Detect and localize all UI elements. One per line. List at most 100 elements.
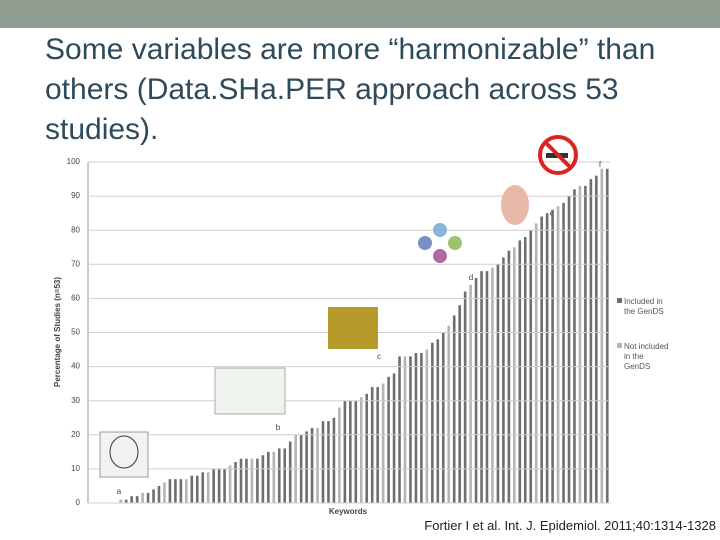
bar	[283, 448, 287, 503]
bar	[485, 271, 489, 503]
y-tick-label: 40	[71, 362, 80, 371]
bar	[589, 179, 593, 504]
bar	[540, 216, 543, 503]
bar	[376, 387, 379, 503]
illustration	[433, 223, 447, 237]
bar	[316, 427, 319, 503]
y-tick-label: 70	[71, 259, 80, 268]
illustration	[109, 435, 139, 469]
annotation: a	[117, 487, 122, 496]
bar	[327, 421, 330, 503]
bar	[332, 417, 336, 503]
bar	[381, 383, 385, 503]
bar	[305, 431, 308, 503]
y-tick-label: 20	[71, 430, 80, 439]
bar	[507, 250, 511, 503]
bar	[195, 475, 199, 503]
legend-swatch	[617, 298, 622, 303]
bar	[420, 352, 423, 503]
bar	[239, 458, 243, 503]
illustration	[501, 185, 529, 225]
y-tick-label: 0	[76, 498, 81, 507]
bar	[392, 373, 396, 503]
y-tick-label: 60	[71, 294, 80, 303]
bar	[288, 441, 292, 503]
bar	[261, 455, 265, 503]
bar	[534, 223, 538, 503]
bar	[523, 237, 527, 503]
top-bar	[0, 0, 720, 28]
y-tick-label: 100	[67, 157, 81, 166]
bar	[545, 213, 549, 503]
bar	[595, 175, 598, 503]
bar	[573, 189, 576, 503]
bar	[277, 448, 281, 503]
bar	[387, 376, 390, 503]
no-smoking-icon	[543, 140, 573, 170]
bar	[245, 458, 248, 503]
bar	[370, 387, 374, 503]
bar	[234, 462, 237, 503]
bar	[518, 240, 522, 503]
x-axis-label: Keywords	[329, 507, 368, 516]
bar	[365, 393, 369, 503]
bar	[496, 264, 500, 503]
bar	[474, 277, 478, 503]
bar	[458, 305, 461, 503]
bar	[321, 421, 325, 503]
bar	[551, 209, 554, 504]
bar	[201, 472, 205, 503]
y-axis-label: Percentage of Studies (n=53)	[53, 277, 62, 387]
bar	[562, 202, 565, 504]
bar	[141, 492, 144, 503]
bar	[343, 400, 347, 503]
annotation: f	[599, 160, 602, 169]
annotation: d	[469, 273, 473, 282]
bar	[267, 451, 270, 503]
y-tick-label: 10	[71, 464, 80, 473]
illustration	[448, 236, 462, 250]
bar	[436, 339, 440, 503]
bar	[168, 479, 172, 503]
bar	[163, 482, 166, 503]
bar	[349, 400, 352, 503]
bar	[135, 496, 139, 503]
bar	[157, 485, 161, 503]
no-smoking-icon	[538, 135, 578, 175]
bar	[513, 247, 516, 503]
y-tick-label: 50	[71, 328, 80, 337]
illustration	[418, 236, 432, 250]
illustration	[214, 367, 286, 415]
annotation: b	[276, 423, 281, 432]
bar	[217, 468, 221, 503]
bar	[584, 185, 587, 503]
bar	[152, 489, 155, 503]
bar	[567, 196, 571, 503]
bar	[272, 451, 276, 503]
bar	[223, 468, 226, 503]
bar	[600, 168, 604, 503]
illustration	[433, 249, 447, 263]
bar	[578, 185, 582, 503]
bar	[212, 468, 215, 503]
bar	[480, 271, 483, 503]
bar	[206, 472, 210, 503]
illustration	[328, 307, 378, 349]
bar	[409, 356, 412, 503]
bar	[605, 168, 609, 503]
bar	[441, 332, 445, 503]
bar	[310, 427, 314, 503]
bar	[425, 349, 429, 503]
bar	[491, 267, 494, 503]
bar	[256, 458, 259, 503]
legend-swatch	[617, 343, 622, 348]
bar	[414, 352, 418, 503]
bar	[452, 315, 456, 503]
bar	[130, 496, 133, 503]
legend-label: Not included in the GenDS	[624, 342, 669, 371]
bar	[146, 492, 150, 503]
bar	[359, 397, 363, 503]
bar	[556, 206, 560, 503]
